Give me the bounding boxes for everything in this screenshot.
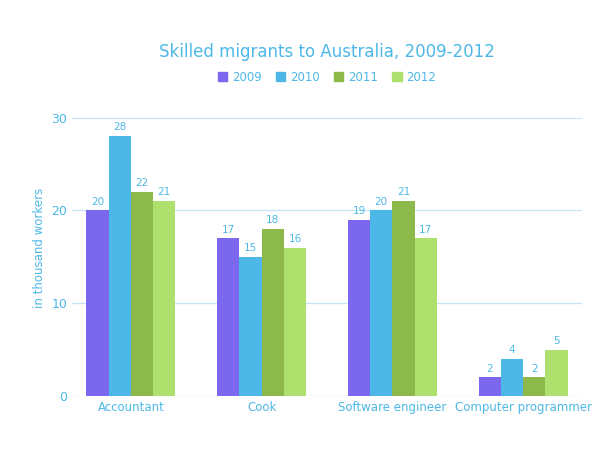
Text: 16: 16 xyxy=(289,234,302,244)
Bar xyxy=(370,211,392,396)
Text: 17: 17 xyxy=(419,225,433,234)
Bar xyxy=(239,257,262,396)
Text: 17: 17 xyxy=(221,225,235,234)
Text: 28: 28 xyxy=(113,122,127,132)
Bar xyxy=(131,192,153,396)
Bar xyxy=(392,201,415,396)
Bar xyxy=(523,378,545,396)
Text: 21: 21 xyxy=(158,187,171,198)
Bar xyxy=(217,238,239,396)
Text: 22: 22 xyxy=(136,178,149,188)
Text: 4: 4 xyxy=(509,345,515,355)
Text: 18: 18 xyxy=(266,215,280,225)
Text: 2: 2 xyxy=(531,364,538,374)
Text: 5: 5 xyxy=(553,336,560,346)
Bar xyxy=(348,220,370,396)
Text: 15: 15 xyxy=(244,243,257,253)
Bar xyxy=(479,378,501,396)
Bar xyxy=(262,229,284,396)
Bar xyxy=(415,238,437,396)
Title: Skilled migrants to Australia, 2009-2012: Skilled migrants to Australia, 2009-2012 xyxy=(159,43,495,61)
Bar xyxy=(545,350,568,396)
Text: 2: 2 xyxy=(487,364,493,374)
Text: 21: 21 xyxy=(397,187,410,198)
Bar xyxy=(153,201,175,396)
Bar xyxy=(109,136,131,396)
Text: 20: 20 xyxy=(375,197,388,207)
Bar xyxy=(284,248,306,396)
Bar xyxy=(501,359,523,396)
Text: 20: 20 xyxy=(91,197,104,207)
Y-axis label: in thousand workers: in thousand workers xyxy=(33,187,46,308)
Bar xyxy=(86,211,109,396)
Legend: 2009, 2010, 2011, 2012: 2009, 2010, 2011, 2012 xyxy=(213,66,441,89)
Text: 19: 19 xyxy=(352,206,365,216)
